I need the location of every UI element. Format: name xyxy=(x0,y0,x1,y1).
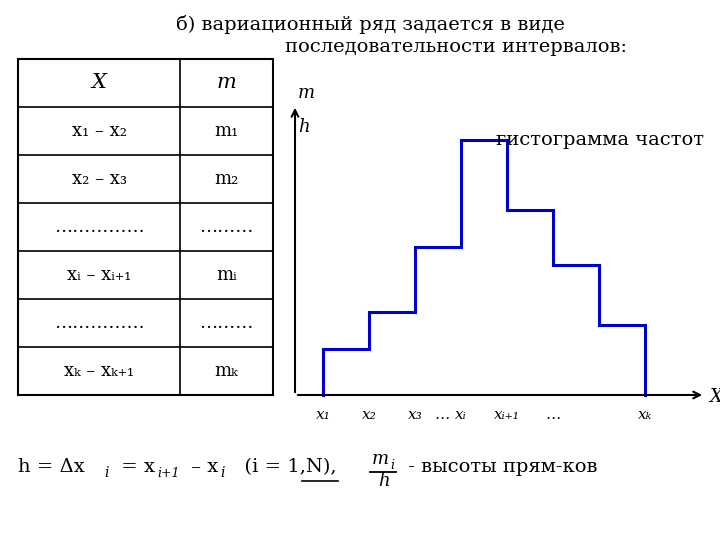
Text: m: m xyxy=(372,450,389,468)
Text: (i = 1,N),: (i = 1,N), xyxy=(232,458,336,476)
Bar xyxy=(18,59,273,395)
Text: б) вариационный ряд задается в виде: б) вариационный ряд задается в виде xyxy=(176,16,564,35)
Text: X: X xyxy=(709,388,720,406)
Text: X: X xyxy=(91,73,107,92)
Text: m₁: m₁ xyxy=(215,122,238,140)
Text: x₂ – x₃: x₂ – x₃ xyxy=(71,170,127,188)
Text: – x: – x xyxy=(185,458,218,476)
Text: xᵢ: xᵢ xyxy=(455,408,467,422)
Text: m: m xyxy=(217,73,236,92)
Text: mᵢ: mᵢ xyxy=(216,266,237,284)
Text: ……………: …………… xyxy=(54,314,144,332)
Text: xᵢ – xᵢ₊₁: xᵢ – xᵢ₊₁ xyxy=(67,266,131,284)
Text: = x: = x xyxy=(115,458,155,476)
Text: x₃: x₃ xyxy=(408,408,423,422)
Text: m: m xyxy=(298,84,315,102)
Text: i: i xyxy=(104,466,109,480)
Text: последовательности интервалов:: последовательности интервалов: xyxy=(285,38,627,56)
Text: …: … xyxy=(545,408,561,422)
Text: x₁ – x₂: x₁ – x₂ xyxy=(71,122,127,140)
Text: h: h xyxy=(298,118,310,136)
Text: ………: ……… xyxy=(199,218,253,236)
Text: i: i xyxy=(390,459,394,472)
Text: xᵢ₊₁: xᵢ₊₁ xyxy=(494,408,520,422)
Text: i+1: i+1 xyxy=(157,467,179,480)
Text: m₂: m₂ xyxy=(215,170,239,188)
Text: mₖ: mₖ xyxy=(215,362,238,380)
Text: - высоты прям-ков: - высоты прям-ков xyxy=(402,458,598,476)
Text: гистограмма частот: гистограмма частот xyxy=(496,131,704,149)
Text: x₂: x₂ xyxy=(361,408,377,422)
Text: h = Δx: h = Δx xyxy=(18,458,85,476)
Text: …: … xyxy=(434,408,449,422)
Text: xₖ: xₖ xyxy=(638,408,652,422)
Text: x₁: x₁ xyxy=(315,408,330,422)
Text: xₖ – xₖ₊₁: xₖ – xₖ₊₁ xyxy=(64,362,134,380)
Text: ……………: …………… xyxy=(54,218,144,236)
Text: i: i xyxy=(220,466,225,480)
Text: h: h xyxy=(378,472,390,490)
Text: ………: ……… xyxy=(199,314,253,332)
